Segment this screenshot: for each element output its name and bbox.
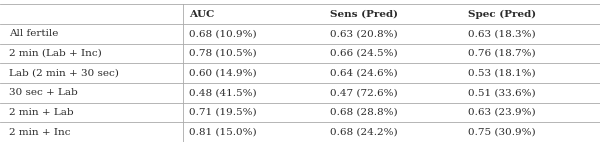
Text: Lab (2 min + 30 sec): Lab (2 min + 30 sec)	[9, 69, 119, 78]
Text: 0.71 (19.5%): 0.71 (19.5%)	[189, 108, 257, 117]
Text: 30 sec + Lab: 30 sec + Lab	[9, 88, 78, 97]
Text: 0.68 (10.9%): 0.68 (10.9%)	[189, 29, 257, 38]
Text: 0.53 (18.1%): 0.53 (18.1%)	[468, 69, 536, 78]
Text: 0.68 (28.8%): 0.68 (28.8%)	[330, 108, 398, 117]
Text: 0.81 (15.0%): 0.81 (15.0%)	[189, 128, 257, 137]
Text: 0.60 (14.9%): 0.60 (14.9%)	[189, 69, 257, 78]
Text: 0.47 (72.6%): 0.47 (72.6%)	[330, 88, 398, 97]
Text: 0.78 (10.5%): 0.78 (10.5%)	[189, 49, 257, 58]
Text: 0.76 (18.7%): 0.76 (18.7%)	[468, 49, 536, 58]
Text: 0.66 (24.5%): 0.66 (24.5%)	[330, 49, 398, 58]
Text: All fertile: All fertile	[9, 29, 58, 38]
Text: 0.63 (23.9%): 0.63 (23.9%)	[468, 108, 536, 117]
Text: 0.48 (41.5%): 0.48 (41.5%)	[189, 88, 257, 97]
Text: 2 min + Inc: 2 min + Inc	[9, 128, 71, 137]
Text: Spec (Pred): Spec (Pred)	[468, 10, 536, 19]
Text: 2 min (Lab + Inc): 2 min (Lab + Inc)	[9, 49, 102, 58]
Text: 0.68 (24.2%): 0.68 (24.2%)	[330, 128, 398, 137]
Text: 0.75 (30.9%): 0.75 (30.9%)	[468, 128, 536, 137]
Text: 0.64 (24.6%): 0.64 (24.6%)	[330, 69, 398, 78]
Text: 2 min + Lab: 2 min + Lab	[9, 108, 74, 117]
Text: 0.63 (20.8%): 0.63 (20.8%)	[330, 29, 398, 38]
Text: Sens (Pred): Sens (Pred)	[330, 10, 398, 19]
Text: 0.63 (18.3%): 0.63 (18.3%)	[468, 29, 536, 38]
Text: 0.51 (33.6%): 0.51 (33.6%)	[468, 88, 536, 97]
Text: AUC: AUC	[189, 10, 214, 19]
